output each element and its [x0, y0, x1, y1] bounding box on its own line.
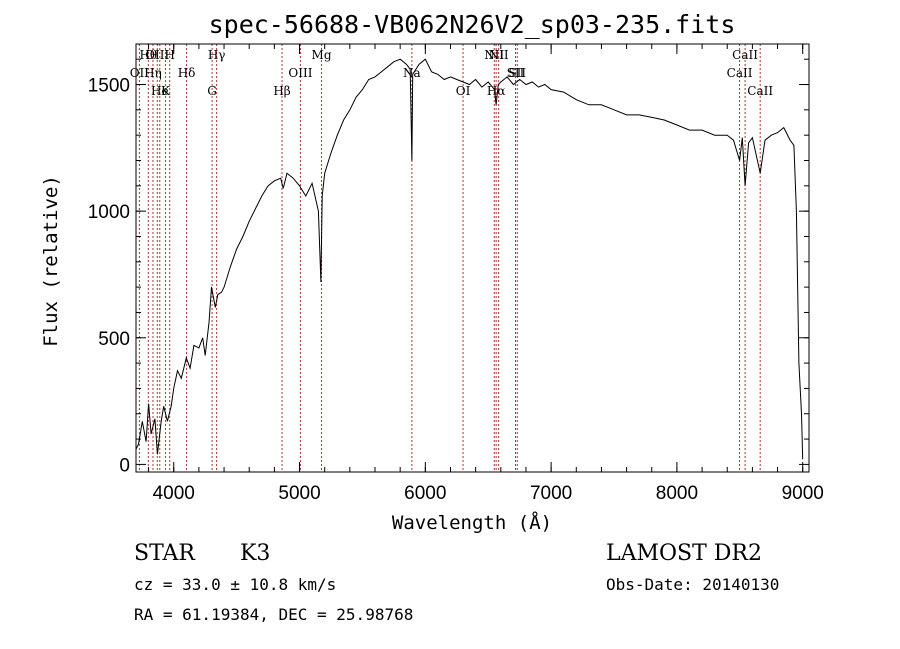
x-tick-label: 8000: [656, 483, 698, 504]
survey-name: LAMOST DR2: [606, 541, 762, 566]
line-label: Hη: [144, 66, 162, 80]
object-subclass: K3: [240, 541, 270, 566]
line-label: Mg: [312, 48, 332, 62]
line-label: OII: [130, 66, 150, 80]
line-label: Hδ: [178, 66, 196, 80]
emission-line-markers: [138, 44, 761, 472]
chart-title: spec-56688-VB062N26V2_sp03-235.fits: [209, 10, 736, 39]
line-label: Na: [403, 66, 421, 80]
line-label: K: [161, 84, 171, 98]
line-label: CaII: [727, 66, 753, 80]
y-tick-label: 0: [119, 455, 130, 476]
line-label: CaII: [747, 84, 773, 98]
line-label: OIII: [145, 48, 169, 62]
line-label: NII: [484, 48, 504, 62]
x-tick-label: 6000: [404, 483, 446, 504]
line-label: H: [164, 48, 174, 62]
line-label: Hα: [487, 84, 506, 98]
plot-area: HθOIIHeOIIIHηKHHδGHγOIIIHβMgNaOINIISIIHα…: [88, 43, 824, 504]
line-label: SII: [507, 66, 525, 80]
line-label: He: [151, 84, 169, 98]
x-tick-label: 4000: [153, 483, 195, 504]
y-tick-label: 1500: [88, 76, 130, 97]
x-axis-label: Wavelength (Å): [392, 511, 552, 534]
line-label: Hβ: [273, 84, 290, 98]
line-label: OIII: [288, 66, 312, 80]
line-label: G: [207, 84, 217, 98]
y-tick-label: 1000: [88, 202, 130, 223]
line-label: OI: [456, 84, 471, 98]
spectrum-info: STAR K3 cz = 33.0 ± 10.8 km/s RA = 61.19…: [134, 541, 779, 624]
line-label: NII: [489, 48, 509, 62]
spectrum-series-line: [135, 58, 804, 460]
y-tick-label: 500: [98, 329, 130, 350]
x-tick-label: 9000: [782, 483, 824, 504]
observation-date: Obs-Date: 20140130: [606, 575, 779, 594]
redshift-cz: cz = 33.0 ± 10.8 km/s: [134, 575, 336, 594]
x-axis-ticks: 4000 5000 6000 7000 8000 9000: [148, 44, 824, 504]
line-label: CaII: [732, 48, 758, 62]
x-tick-label: 5000: [278, 483, 320, 504]
ra-dec-coordinates: RA = 61.19384, DEC = 25.98768: [134, 605, 413, 624]
x-tick-label: 7000: [530, 483, 572, 504]
emission-line-labels: HθOIIHeOIIIHηKHHδGHγOIIIHβMgNaOINIISIIHα…: [130, 48, 774, 98]
plot-frame: [135, 43, 810, 473]
line-label: Hγ: [208, 48, 226, 62]
y-axis-label: Flux (relative): [40, 175, 62, 347]
line-label: SII: [508, 66, 526, 80]
line-label: Hθ: [139, 48, 157, 62]
object-class: STAR: [134, 541, 196, 566]
y-axis-ticks: 0 500 1000 1500: [88, 58, 809, 476]
